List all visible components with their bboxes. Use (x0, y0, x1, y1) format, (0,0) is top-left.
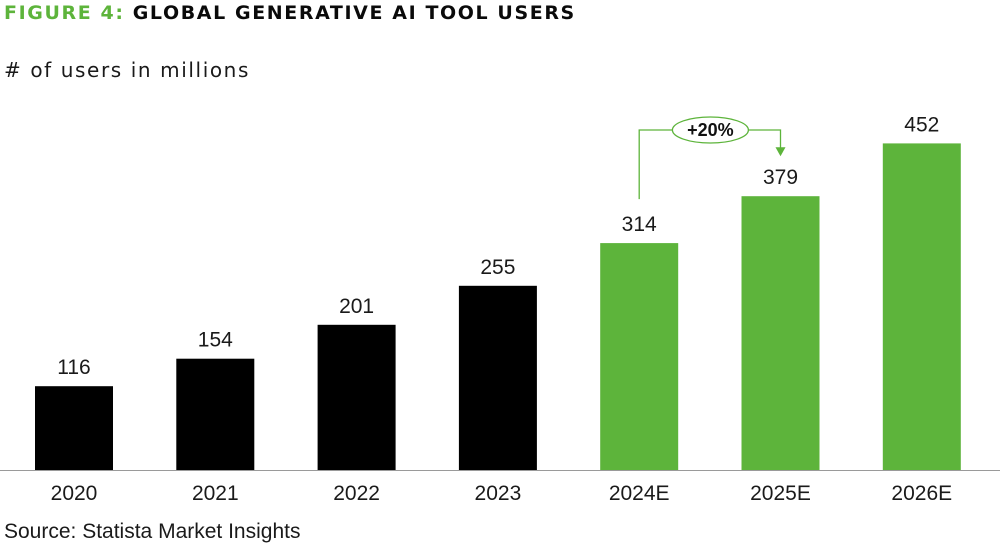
x-tick-label-2022: 2022 (333, 482, 380, 505)
figure-title: FIGURE 4: GLOBAL GENERATIVE AI TOOL USER… (4, 2, 576, 24)
bar-2020 (35, 386, 113, 470)
bar-2022 (317, 324, 396, 470)
growth-arrowhead (775, 147, 786, 157)
growth-badge (671, 116, 750, 144)
figure-label: FIGURE 4: (4, 2, 125, 24)
value-label-2025e: 379 (763, 166, 798, 189)
x-tick-label-2024e: 2024E (609, 482, 670, 505)
bar-2023 (458, 285, 537, 470)
y-axis-unit-label: # of users in millions (4, 58, 250, 82)
bar-2021 (176, 358, 255, 470)
value-label-2023: 255 (480, 256, 515, 279)
growth-label: +20% (687, 120, 734, 140)
value-label-2026e: 452 (904, 113, 939, 136)
value-label-2024e: 314 (622, 213, 657, 236)
chart-title: GLOBAL GENERATIVE AI TOOL USERS (132, 2, 576, 24)
growth-annotation: +20% (638, 116, 786, 200)
bar-2024e (600, 243, 679, 470)
value-label-2022: 201 (339, 295, 374, 318)
x-tick-label-2025e: 2025E (750, 482, 811, 505)
bar-2025e (741, 196, 820, 470)
value-label-2020: 116 (57, 356, 90, 379)
x-tick-label-2021: 2021 (192, 482, 239, 505)
bar-2026e (882, 143, 961, 470)
x-tick-label-2023: 2023 (475, 482, 522, 505)
source-note: Source: Statista Market Insights (4, 520, 301, 543)
value-label-2021: 154 (198, 329, 233, 352)
x-tick-label-2026e: 2026E (891, 482, 952, 505)
x-tick-label-2020: 2020 (51, 482, 98, 505)
